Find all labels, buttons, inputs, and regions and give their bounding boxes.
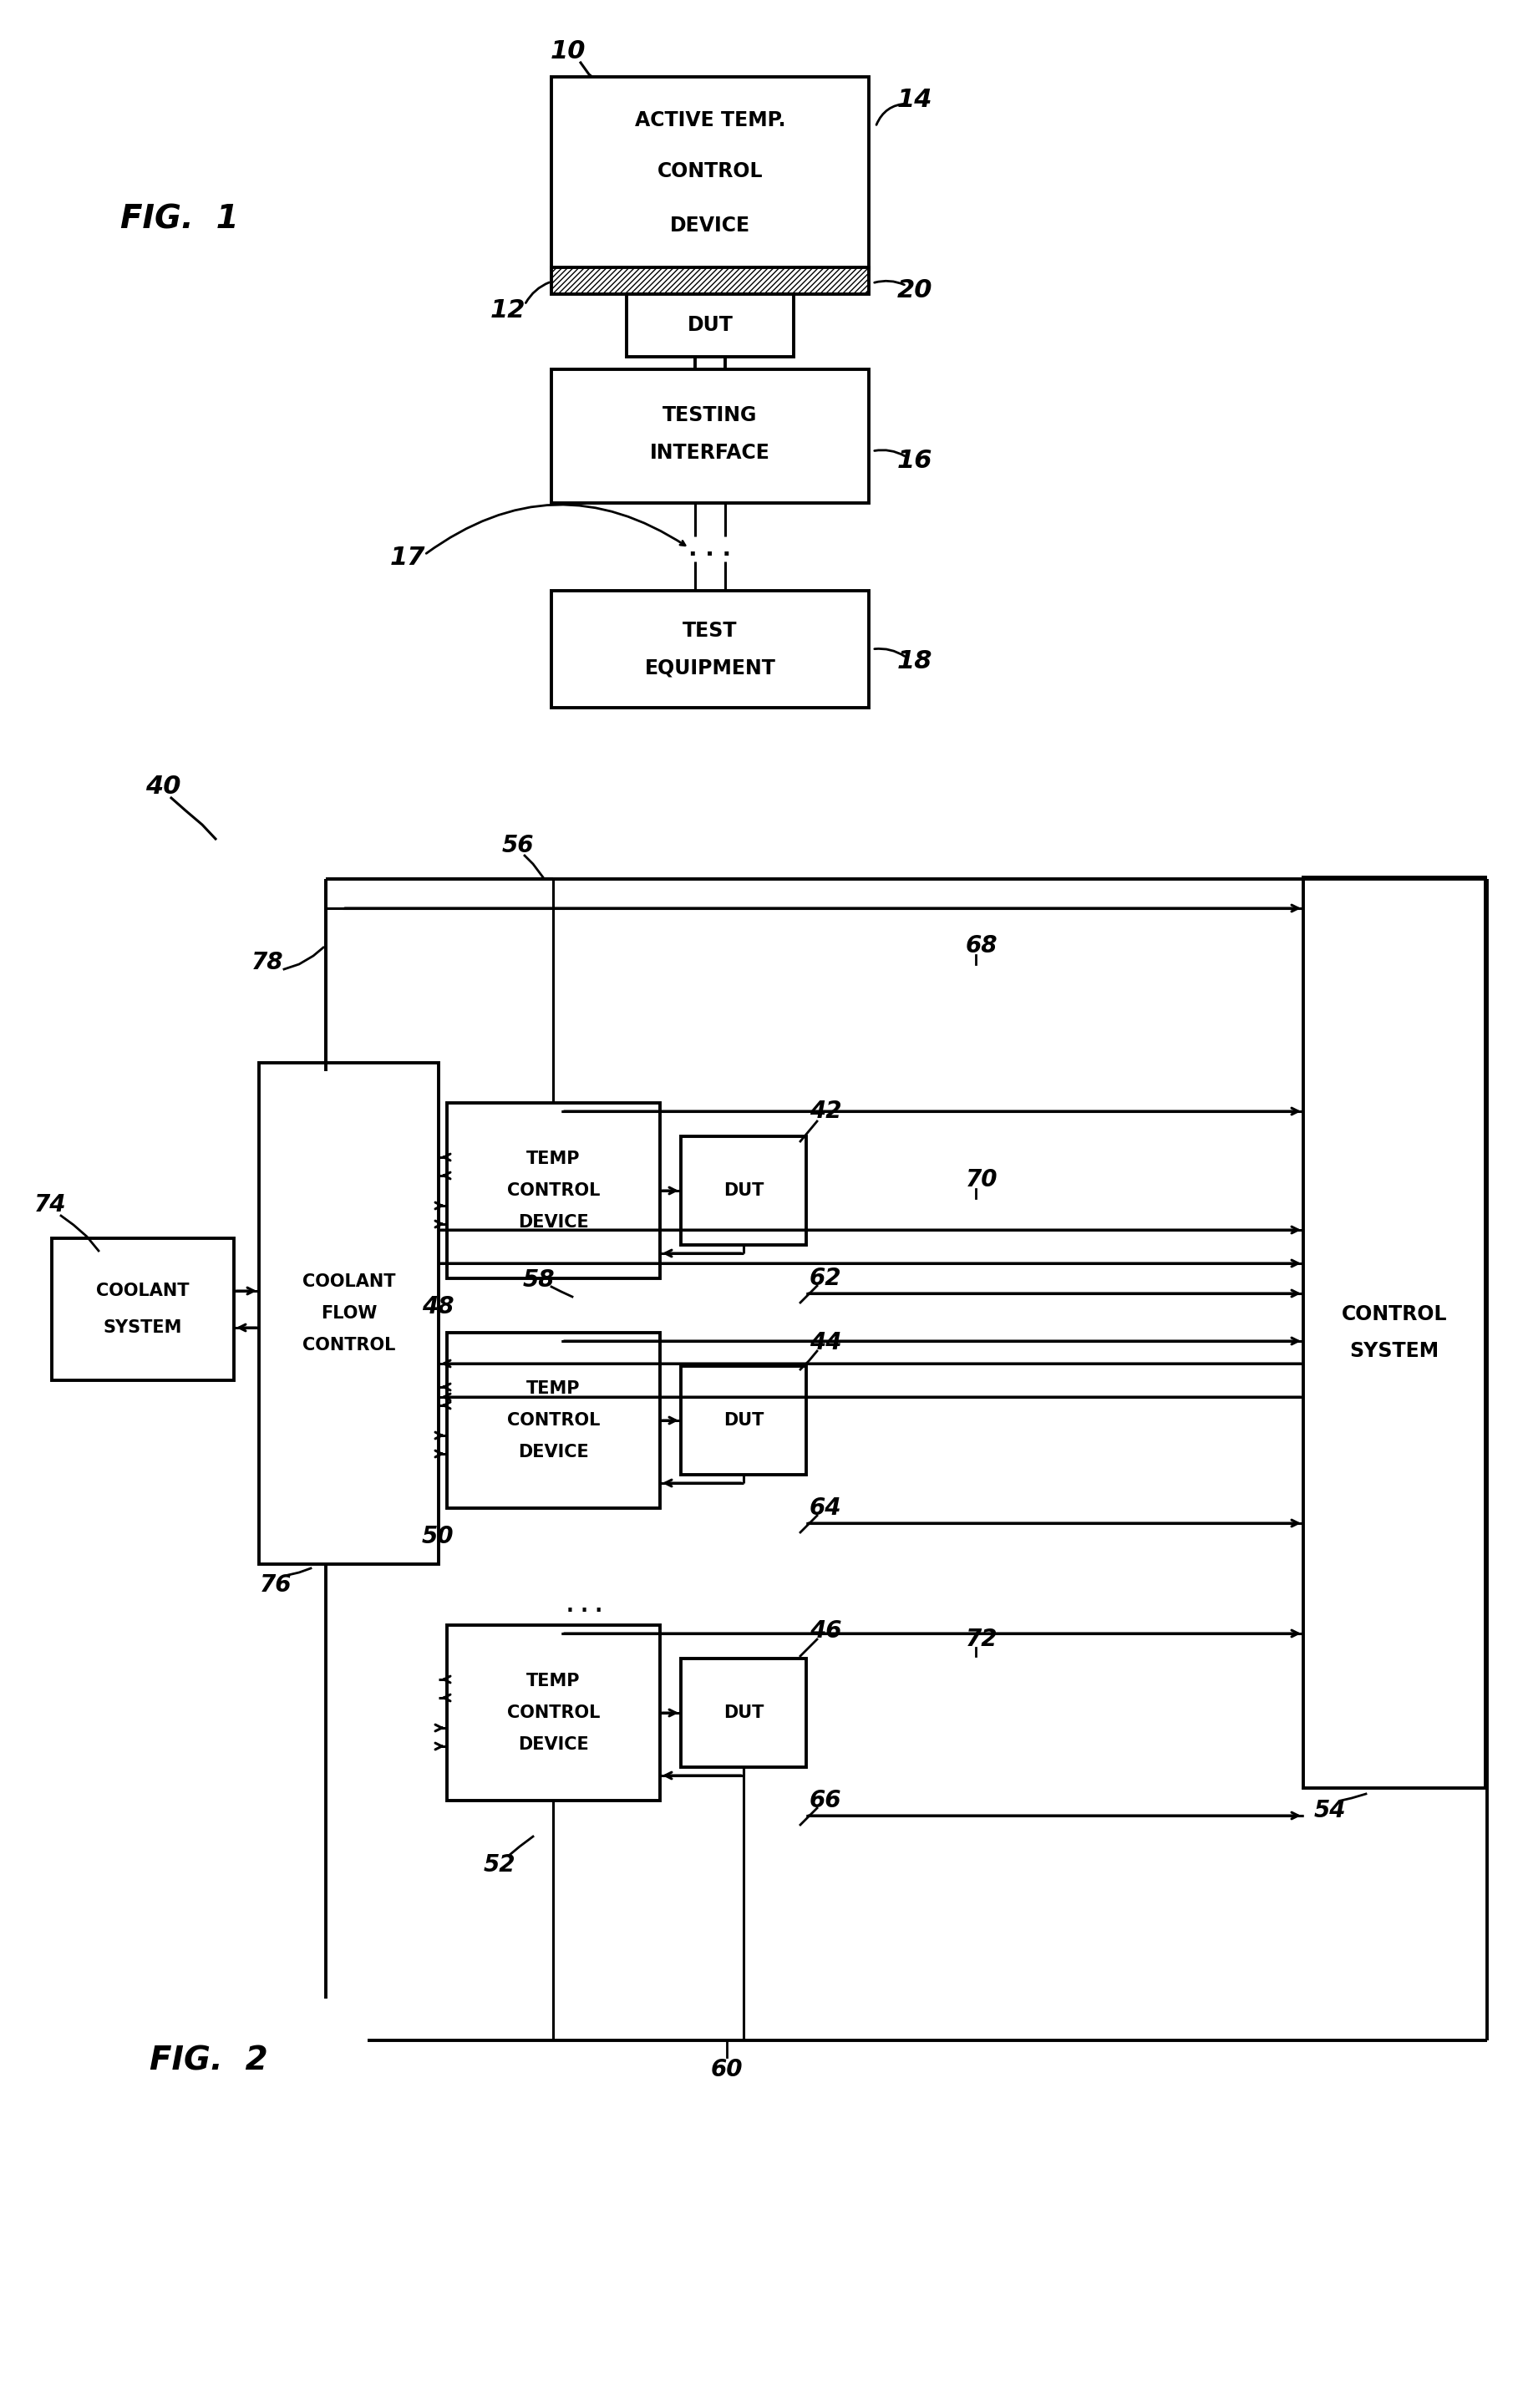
Text: 50: 50 (422, 1524, 454, 1548)
Text: TEST: TEST (682, 621, 737, 641)
Text: 66: 66 (809, 1789, 841, 1813)
Text: CONTROL: CONTROL (656, 161, 763, 181)
Text: CONTROL: CONTROL (507, 1705, 600, 1722)
Text: . . .: . . . (567, 1597, 603, 1616)
Text: 64: 64 (809, 1495, 841, 1519)
Text: COOLANT: COOLANT (96, 1283, 189, 1300)
Bar (551, 368, 868, 503)
Text: EQUIPMENT: EQUIPMENT (644, 657, 775, 677)
Text: 70: 70 (966, 1168, 998, 1192)
Text: DEVICE: DEVICE (518, 1214, 588, 1230)
Text: CONTROL: CONTROL (302, 1336, 394, 1353)
Text: DEVICE: DEVICE (518, 1445, 588, 1462)
Text: TEMP: TEMP (527, 1151, 580, 1168)
Text: 14: 14 (897, 89, 932, 113)
Bar (446, 1332, 659, 1507)
Bar (681, 1365, 806, 1474)
Text: FLOW: FLOW (320, 1305, 376, 1322)
Text: FIG.  2: FIG. 2 (149, 2044, 268, 2078)
Text: DUT: DUT (723, 1705, 763, 1722)
Text: 48: 48 (422, 1296, 454, 1320)
Text: COOLANT: COOLANT (302, 1274, 394, 1291)
Text: 68: 68 (966, 934, 998, 958)
Bar (681, 1137, 806, 1245)
Text: TEMP: TEMP (527, 1674, 580, 1690)
Text: DUT: DUT (723, 1411, 763, 1428)
Text: 76: 76 (259, 1572, 291, 1597)
Text: 58: 58 (522, 1269, 554, 1291)
Bar (446, 1625, 659, 1801)
Text: DUT: DUT (687, 315, 733, 335)
Bar (446, 1103, 659, 1279)
Text: 60: 60 (710, 2059, 743, 2081)
Text: 44: 44 (809, 1332, 841, 1353)
Text: 46: 46 (809, 1618, 841, 1642)
Text: 10: 10 (550, 39, 585, 65)
Text: 12: 12 (490, 299, 525, 323)
Text: 42: 42 (809, 1100, 841, 1122)
Text: 40: 40 (145, 775, 181, 799)
Text: DEVICE: DEVICE (518, 1736, 588, 1753)
Text: SYSTEM: SYSTEM (104, 1320, 183, 1336)
Bar (1302, 877, 1485, 1789)
Bar (259, 1062, 439, 1565)
Bar (52, 1238, 235, 1380)
Text: TESTING: TESTING (663, 405, 757, 426)
Text: 62: 62 (809, 1267, 841, 1291)
Text: DUT: DUT (723, 1182, 763, 1199)
Text: SYSTEM: SYSTEM (1349, 1341, 1438, 1361)
Text: CONTROL: CONTROL (507, 1411, 600, 1428)
Text: 72: 72 (966, 1628, 998, 1652)
Text: . . .: . . . (688, 537, 731, 561)
Text: 17: 17 (390, 544, 425, 568)
Bar (681, 1659, 806, 1767)
Bar (551, 267, 868, 294)
Text: CONTROL: CONTROL (507, 1182, 600, 1199)
Text: INTERFACE: INTERFACE (650, 443, 769, 462)
Text: FIG.  1: FIG. 1 (120, 202, 239, 236)
Bar (626, 294, 793, 356)
Text: 16: 16 (897, 450, 932, 474)
Text: 78: 78 (251, 951, 283, 975)
Bar (551, 590, 868, 708)
Text: 54: 54 (1313, 1799, 1345, 1823)
Bar (551, 77, 868, 270)
Text: 52: 52 (483, 1854, 515, 1876)
Text: DEVICE: DEVICE (670, 217, 749, 236)
Text: CONTROL: CONTROL (1340, 1305, 1447, 1324)
Text: 74: 74 (34, 1192, 65, 1216)
Text: 18: 18 (897, 650, 932, 674)
Text: 20: 20 (897, 277, 932, 301)
Text: ACTIVE TEMP.: ACTIVE TEMP. (635, 111, 784, 130)
Text: 56: 56 (501, 833, 533, 857)
Text: TEMP: TEMP (527, 1380, 580, 1397)
